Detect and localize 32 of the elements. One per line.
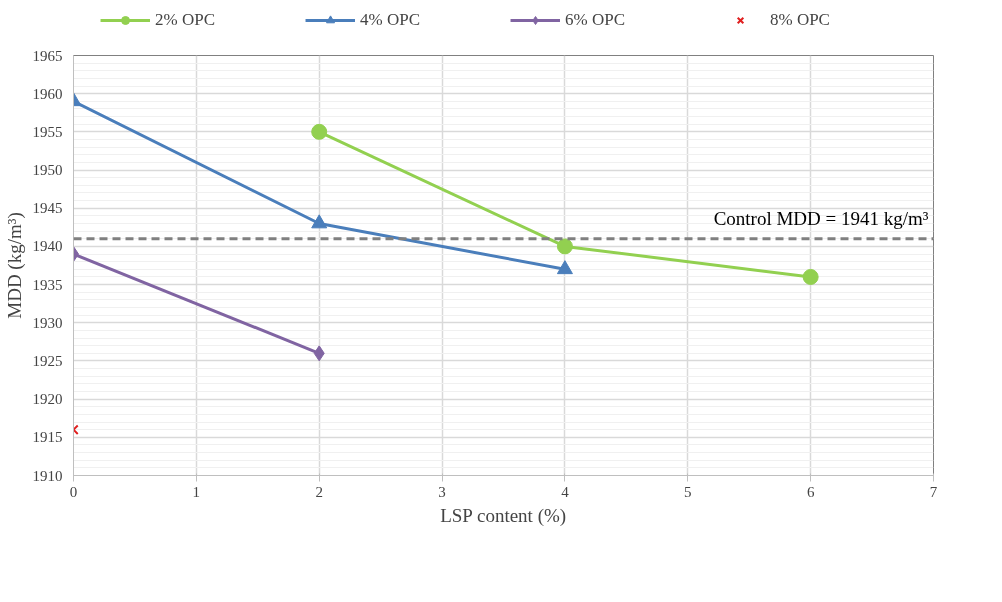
x-tick-label: 1 (192, 483, 201, 500)
y-tick-label: 1910 (32, 467, 63, 484)
point (311, 214, 328, 229)
x-tick-label: 4 (561, 483, 570, 500)
y-tick-label: 1955 (32, 123, 63, 140)
y-tick-label: 1915 (32, 429, 63, 446)
point (556, 260, 573, 275)
x-tick-label: 5 (684, 483, 692, 500)
x-tick-label: 7 (929, 483, 938, 500)
x-axis-title: LSP content (%) (440, 504, 567, 527)
y-axis-title: MDD (kg/m³) (3, 212, 26, 319)
y-tick-label: 1940 (32, 238, 63, 255)
point (556, 238, 573, 255)
y-tick-label: 1920 (32, 391, 63, 408)
x-tick-label: 0 (69, 483, 78, 500)
ref-line-label: Control MDD = 1941 kg/m³ (713, 207, 929, 229)
y-tick-label: 1925 (32, 352, 63, 369)
point (311, 123, 328, 140)
legend-label: 8% OPC (769, 10, 830, 30)
y-tick-label: 1945 (32, 200, 63, 217)
legend-label: 4% OPC (360, 10, 420, 30)
x-tick-label: 6 (806, 483, 815, 500)
x-tick-label: 3 (438, 483, 446, 500)
legend-label: 6% OPC (564, 10, 625, 30)
x-tick-label: 2 (315, 483, 323, 500)
y-tick-label: 1965 (32, 47, 63, 64)
point (802, 268, 819, 285)
y-tick-label: 1960 (32, 85, 63, 102)
y-tick-label: 1935 (32, 276, 63, 293)
legend-label: 2% OPC (155, 10, 215, 30)
y-tick-label: 1950 (32, 162, 63, 179)
y-tick-label: 1930 (32, 314, 63, 331)
